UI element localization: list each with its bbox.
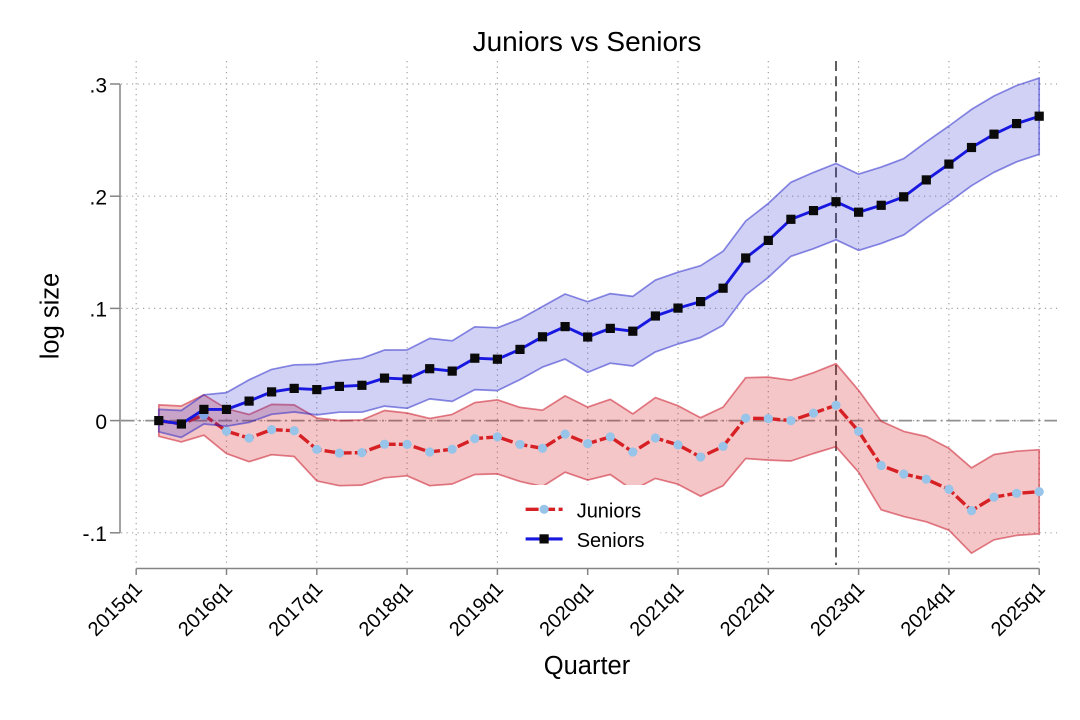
svg-text:-.1: -.1 — [82, 523, 107, 546]
svg-text:Seniors: Seniors — [577, 530, 645, 552]
svg-text:Quarter: Quarter — [544, 652, 631, 680]
svg-text:Juniors vs Seniors: Juniors vs Seniors — [473, 26, 702, 57]
svg-text:log size: log size — [37, 273, 65, 359]
svg-text:0: 0 — [95, 411, 107, 434]
svg-text:.2: .2 — [89, 187, 107, 210]
svg-text:.3: .3 — [89, 74, 107, 97]
svg-text:Juniors: Juniors — [577, 500, 641, 522]
svg-text:.1: .1 — [89, 299, 107, 322]
